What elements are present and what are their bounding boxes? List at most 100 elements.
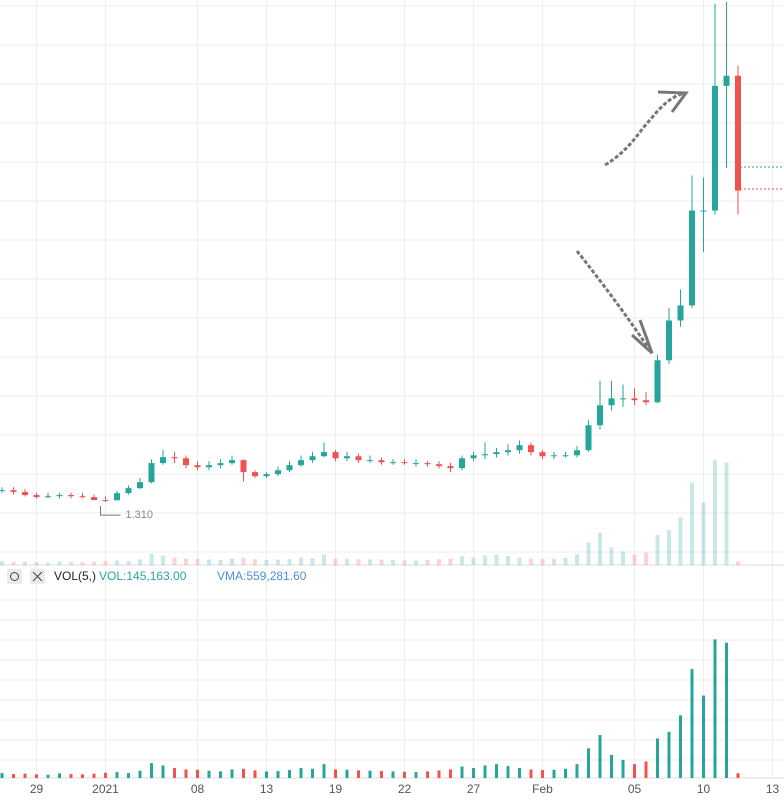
candle-body — [114, 493, 120, 501]
candle-body — [160, 457, 166, 464]
volume-overlay — [69, 562, 73, 565]
indicator-name: VOL(5,) — [54, 569, 96, 583]
x-tick-label: 2021 — [92, 782, 119, 796]
volume-overlay — [195, 558, 200, 565]
volume-bar — [472, 768, 475, 778]
candle-body — [459, 458, 465, 469]
candle-body — [33, 495, 40, 498]
volume-bar — [104, 772, 107, 778]
volume-bar — [633, 764, 636, 778]
candle-body — [183, 458, 189, 466]
volume-overlay — [46, 562, 50, 565]
volume-bar — [207, 770, 211, 778]
volume-overlay — [437, 559, 441, 565]
volume-bar — [334, 769, 337, 778]
volume-bar — [495, 764, 498, 778]
volume-bar — [414, 772, 418, 778]
candle-body — [252, 472, 258, 477]
volume-bar — [184, 769, 188, 778]
volume-bar — [656, 738, 659, 778]
volume-overlay — [655, 535, 660, 565]
candle-body — [298, 460, 304, 466]
volume-bar — [621, 759, 625, 778]
volume-bar — [276, 771, 280, 778]
volume-bar — [115, 772, 119, 778]
volume-bar — [713, 639, 717, 778]
volume-overlay — [218, 560, 223, 565]
volume-bar — [518, 768, 521, 778]
candle-body — [677, 305, 684, 321]
volume-overlay — [0, 561, 4, 565]
volume-overlay — [414, 560, 418, 565]
volume-overlay — [517, 557, 522, 565]
candle-body — [735, 75, 741, 191]
candle-body — [539, 452, 546, 457]
candle-body — [0, 490, 5, 492]
volume-overlay — [115, 560, 119, 565]
volume-overlay — [184, 558, 188, 565]
candle-body — [666, 320, 672, 361]
volume-bar — [552, 769, 556, 778]
low-marker-line — [100, 506, 121, 516]
x-tick-label: 19 — [329, 782, 343, 796]
volume-bar — [69, 774, 73, 778]
volume-bar — [690, 669, 694, 778]
volume-bar — [449, 769, 452, 778]
volume-bar — [357, 770, 360, 778]
arrow-head — [630, 319, 654, 355]
x-tick-label: 05 — [628, 782, 642, 796]
volume-bar — [0, 773, 4, 778]
candle-body — [229, 460, 235, 464]
volume-overlay — [356, 559, 361, 565]
volume-bar — [12, 774, 15, 778]
candle-body — [608, 398, 615, 406]
volume-overlay — [632, 554, 637, 565]
volume-overlay — [149, 553, 154, 565]
volume-overlay — [391, 560, 395, 565]
candle-body — [585, 425, 592, 451]
volume-bar — [345, 769, 349, 778]
candle-body — [482, 454, 488, 456]
vma-value: VMA:559,281.60 — [217, 569, 307, 583]
candle-body — [390, 462, 396, 464]
volume-overlay — [506, 556, 510, 565]
candle-body — [263, 474, 270, 477]
volume-bar — [127, 773, 130, 778]
volume-bar — [288, 770, 291, 778]
volume-bar — [253, 770, 257, 778]
volume-bar — [736, 773, 740, 778]
candle-body — [620, 398, 626, 400]
settings-icon — [10, 572, 19, 581]
volume-overlay — [241, 558, 246, 565]
volume-bar — [23, 773, 27, 778]
candle-body — [574, 450, 580, 456]
volume-overlay — [138, 559, 142, 565]
volume-bar — [667, 731, 671, 778]
candle-body — [240, 460, 247, 473]
volume-overlay — [345, 558, 349, 565]
volume-overlay — [379, 559, 384, 565]
volume-overlay — [161, 555, 165, 565]
volume-bar — [702, 695, 705, 778]
volume-bar — [230, 769, 234, 778]
grid — [0, 0, 784, 778]
volume-bar — [311, 768, 314, 778]
x-tick-label: 22 — [398, 782, 412, 796]
candle-body — [10, 490, 17, 493]
volume-overlay — [724, 462, 729, 565]
candle-body — [367, 460, 373, 462]
volume-overlay — [586, 542, 591, 565]
volume-overlay — [540, 559, 545, 565]
volume-overlay — [230, 558, 234, 565]
volume-overlay — [494, 554, 499, 565]
candle-body — [470, 455, 477, 459]
settings-button[interactable] — [7, 569, 22, 584]
candle-body — [125, 488, 132, 494]
volume-overlay — [57, 561, 62, 565]
volume-overlay — [621, 551, 625, 565]
volume-overlay — [23, 561, 27, 565]
candle-body — [551, 455, 557, 457]
volume-overlay — [80, 562, 85, 565]
volume-bar — [679, 715, 682, 778]
